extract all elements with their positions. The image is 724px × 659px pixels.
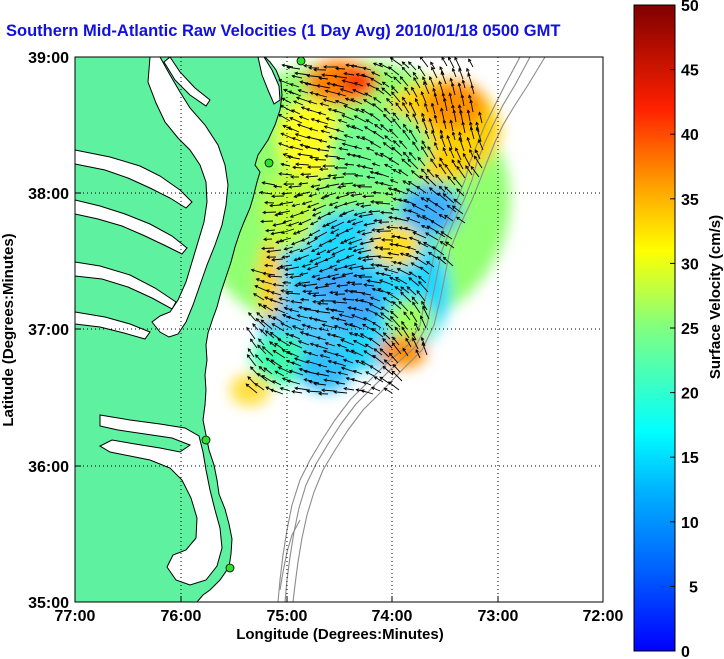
bathymetry-contours xyxy=(277,57,546,602)
radar-station xyxy=(296,57,306,66)
x-tick-label: 73:00 xyxy=(478,608,519,625)
colorbar-tick-label: 15 xyxy=(681,450,699,467)
y-axis-label: Latitude (Degrees:Minutes) xyxy=(0,233,17,426)
colorbar-tick-label: 10 xyxy=(681,515,699,532)
y-tick-label: 37:00 xyxy=(28,322,69,339)
tick-marks xyxy=(74,56,604,603)
colorbar-tick-label: 35 xyxy=(681,192,699,209)
x-tick-label: 74:00 xyxy=(372,608,413,625)
colorbar-tick-labels: 50 45 40 35 30 25 20 15 10 5 0 xyxy=(681,0,699,659)
colorbar-tick-label: 30 xyxy=(681,256,699,273)
plot-title: Southern Mid-Atlantic Raw Velocities (1 … xyxy=(6,22,561,40)
radar-station xyxy=(264,158,274,168)
colorbar-tick-label: 5 xyxy=(689,579,698,596)
colorbar-tick-label: 0 xyxy=(681,644,690,659)
y-tick-labels: 39:00 38:00 37:00 36:00 35:00 xyxy=(28,50,69,612)
y-tick-label: 39:00 xyxy=(28,50,69,67)
albemarle-pamlico-sound xyxy=(98,414,223,586)
chesapeake-bay xyxy=(75,57,229,340)
x-tick-label: 72:00 xyxy=(583,608,624,625)
colorbar-tick-label: 25 xyxy=(681,321,699,338)
colorbar-tick-label: 20 xyxy=(681,386,699,403)
radar-stations xyxy=(201,57,306,573)
y-tick-label: 36:00 xyxy=(28,459,69,476)
colorbar-gradient xyxy=(633,4,676,652)
velocity-arrows xyxy=(245,57,484,396)
radar-station xyxy=(225,563,235,573)
colorbar-tick-label: 45 xyxy=(681,63,699,80)
x-tick-label: 76:00 xyxy=(161,608,202,625)
delaware-bay xyxy=(257,57,281,105)
colorbar-tick-marks xyxy=(670,4,675,652)
y-tick-label: 38:00 xyxy=(28,186,69,203)
grid-lines xyxy=(75,57,603,602)
radar-station xyxy=(201,435,211,445)
x-tick-labels: 77:00 76:00 75:00 74:00 73:00 72:00 xyxy=(55,608,624,625)
x-tick-label: 77:00 xyxy=(55,608,96,625)
colorbar-tick-label: 40 xyxy=(681,127,699,144)
y-tick-label: 35:00 xyxy=(28,595,69,612)
x-axis-label: Longitude (Degrees:Minutes) xyxy=(236,626,444,643)
colorbar-tick-label: 50 xyxy=(681,0,699,15)
x-tick-label: 75:00 xyxy=(267,608,308,625)
colorbar-label: Surface Velocity (cm/s) xyxy=(707,215,724,379)
